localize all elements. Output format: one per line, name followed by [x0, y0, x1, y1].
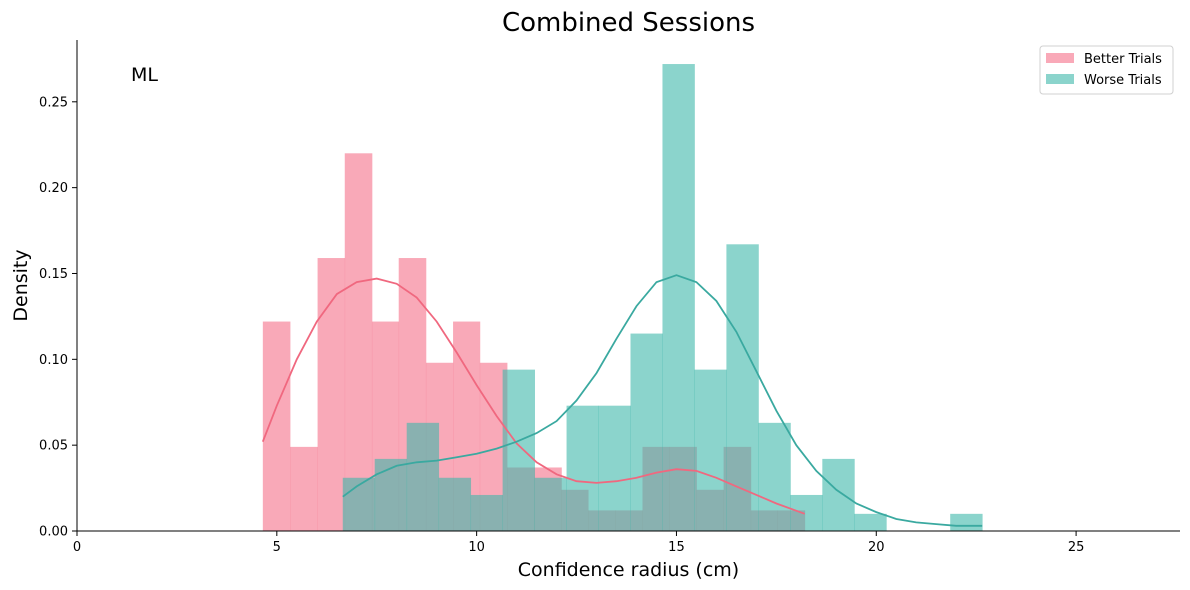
kde-line-better — [261, 277, 806, 515]
histogram-bar — [950, 513, 983, 531]
histogram-bar — [342, 477, 376, 531]
y-tick-label: 0.10 — [39, 353, 68, 368]
histogram-bar — [406, 422, 440, 531]
y-tick-label: 0.15 — [39, 267, 68, 282]
y-tick-label: 0.00 — [39, 525, 68, 540]
histogram-bar — [662, 64, 695, 531]
histogram-bar — [790, 494, 823, 531]
y-axis-label: Density — [10, 249, 32, 321]
histogram-bar — [374, 458, 408, 531]
histogram-bar — [534, 477, 567, 531]
legend-label-worse: Worse Trials — [1084, 73, 1162, 88]
legend-swatch-worse — [1046, 74, 1074, 84]
histogram-bar — [317, 258, 346, 531]
histogram-bar — [758, 422, 791, 531]
x-tick-label: 20 — [868, 540, 885, 555]
y-tick-label: 0.25 — [39, 95, 68, 110]
histogram-bar — [290, 446, 318, 531]
x-ticks: 0 5 10 15 20 25 — [73, 531, 1085, 555]
x-tick-label: 10 — [468, 540, 485, 555]
series-worse-bars — [342, 64, 983, 532]
x-tick-label: 25 — [1068, 540, 1085, 555]
y-tick-label: 0.20 — [39, 181, 68, 196]
histogram-bar — [344, 153, 373, 532]
x-tick-label: 0 — [73, 540, 81, 555]
kde-line-worse — [342, 274, 983, 527]
histogram-bar — [630, 333, 663, 531]
histogram-bar — [598, 405, 631, 531]
legend-label-better: Better Trials — [1084, 52, 1162, 67]
corner-annotation: ML — [131, 64, 158, 86]
y-tick-label: 0.05 — [39, 439, 68, 454]
histogram-bar — [822, 458, 855, 531]
histogram-bar — [262, 321, 291, 531]
histogram-bar — [854, 513, 887, 531]
x-axis-label: Confidence radius (cm) — [518, 559, 739, 581]
histogram-bar — [694, 369, 727, 531]
legend-swatch-better — [1046, 53, 1074, 63]
legend: Better Trials Worse Trials — [1039, 45, 1174, 95]
x-tick-label: 5 — [273, 540, 281, 555]
axes-layer — [76, 40, 1180, 532]
histogram-bar — [726, 244, 759, 532]
kde-layer — [261, 274, 983, 527]
chart-title: Combined Sessions — [502, 8, 755, 38]
y-ticks: 0.00 0.05 0.10 0.15 0.20 0.25 — [39, 95, 77, 540]
histogram-bar — [438, 477, 472, 531]
histogram-bar — [502, 369, 535, 531]
histogram-bar — [566, 405, 599, 531]
x-tick-label: 15 — [668, 540, 685, 555]
histogram-bar — [470, 494, 504, 531]
bars-layer — [262, 64, 983, 532]
